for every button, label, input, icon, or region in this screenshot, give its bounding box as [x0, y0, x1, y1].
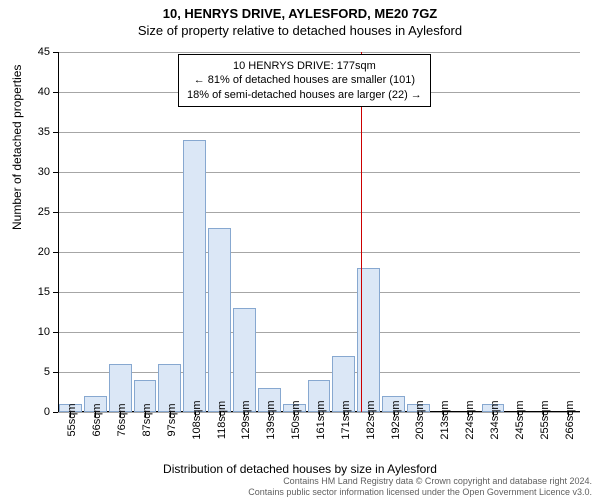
histogram-bar: [233, 308, 256, 412]
ytick-label: 20: [10, 246, 50, 258]
ytick-label: 25: [10, 206, 50, 218]
xtick-label: 266sqm: [564, 400, 576, 439]
xtick-label: 234sqm: [489, 400, 501, 439]
xtick-label: 55sqm: [66, 403, 78, 436]
annotation-line2: ← 81% of detached houses are smaller (10…: [187, 73, 422, 87]
ytick-mark: [53, 92, 58, 93]
chart-subtitle: Size of property relative to detached ho…: [0, 21, 600, 38]
ytick-mark: [53, 172, 58, 173]
xtick-label: 150sqm: [290, 400, 302, 439]
xtick-label: 213sqm: [439, 400, 451, 439]
ytick-mark: [53, 332, 58, 333]
ytick-mark: [53, 372, 58, 373]
ytick-mark: [53, 412, 58, 413]
ytick-mark: [53, 132, 58, 133]
gridline: [58, 212, 580, 213]
chart-title: 10, HENRYS DRIVE, AYLESFORD, ME20 7GZ: [0, 0, 600, 21]
xtick-label: 108sqm: [191, 400, 203, 439]
xtick-label: 255sqm: [539, 400, 551, 439]
xtick-label: 171sqm: [340, 400, 352, 439]
xtick-label: 139sqm: [265, 400, 277, 439]
ytick-label: 40: [10, 86, 50, 98]
gridline: [58, 52, 580, 53]
xtick-label: 118sqm: [216, 401, 228, 439]
footer-attribution: Contains HM Land Registry data © Crown c…: [248, 476, 592, 499]
ytick-label: 35: [10, 126, 50, 138]
xtick-label: 203sqm: [414, 400, 426, 439]
ytick-label: 30: [10, 166, 50, 178]
gridline: [58, 372, 580, 373]
xtick-label: 224sqm: [464, 400, 476, 439]
ytick-mark: [53, 212, 58, 213]
ytick-label: 10: [10, 326, 50, 338]
xtick-label: 66sqm: [91, 403, 103, 436]
ytick-mark: [53, 292, 58, 293]
xtick-label: 97sqm: [166, 403, 178, 436]
annotation-line1: 10 HENRYS DRIVE: 177sqm: [187, 59, 422, 73]
xtick-label: 182sqm: [365, 400, 377, 439]
ytick-label: 5: [10, 366, 50, 378]
footer-line2: Contains public sector information licen…: [248, 487, 592, 498]
xtick-label: 245sqm: [514, 400, 526, 439]
ytick-label: 45: [10, 46, 50, 58]
ytick-mark: [53, 52, 58, 53]
xtick-label: 129sqm: [240, 400, 252, 439]
gridline: [58, 172, 580, 173]
xtick-label: 87sqm: [141, 403, 153, 436]
ytick-label: 0: [10, 406, 50, 418]
chart-container: 10, HENRYS DRIVE, AYLESFORD, ME20 7GZ Si…: [0, 0, 600, 500]
y-axis-line: [58, 52, 59, 412]
xtick-label: 76sqm: [116, 403, 128, 436]
xtick-label: 192sqm: [390, 400, 402, 439]
ytick-mark: [53, 252, 58, 253]
xtick-label: 161sqm: [315, 400, 327, 439]
gridline: [58, 332, 580, 333]
histogram-bar: [183, 140, 206, 412]
histogram-bar: [208, 228, 231, 412]
plot-area: 05101520253035404555sqm66sqm76sqm87sqm97…: [58, 52, 580, 412]
gridline: [58, 252, 580, 253]
ytick-label: 15: [10, 286, 50, 298]
annotation-box: 10 HENRYS DRIVE: 177sqm ← 81% of detache…: [178, 54, 431, 107]
annotation-line3: 18% of semi-detached houses are larger (…: [187, 88, 422, 102]
footer-line1: Contains HM Land Registry data © Crown c…: [248, 476, 592, 487]
x-axis-label: Distribution of detached houses by size …: [0, 462, 600, 476]
gridline: [58, 292, 580, 293]
gridline: [58, 132, 580, 133]
